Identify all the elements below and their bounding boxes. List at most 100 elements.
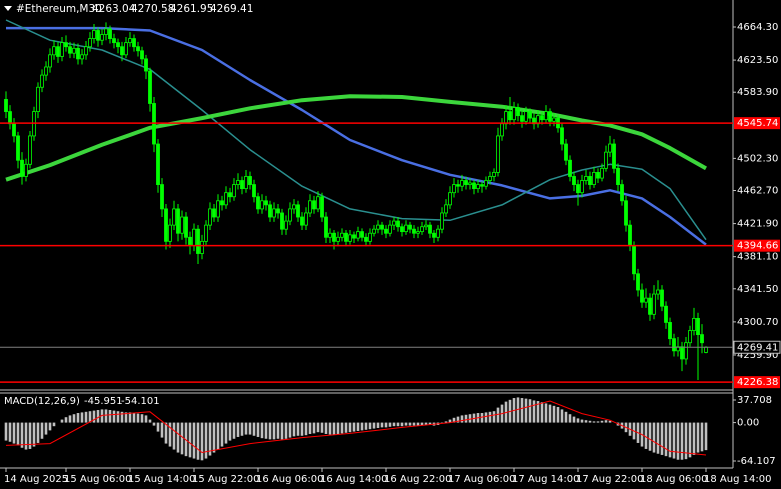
macd-bar (104, 409, 108, 423)
macd-bar (524, 398, 528, 423)
candle-body (76, 47, 80, 60)
macd-bar (8, 422, 12, 442)
candle-body (596, 172, 600, 179)
candle-body (696, 317, 700, 336)
candle-body (388, 224, 392, 234)
macd-bar (260, 422, 264, 439)
close: 4269.41 (210, 3, 253, 15)
candle-body (352, 234, 356, 239)
macd-bar (380, 422, 384, 428)
candle-body (256, 196, 260, 210)
macd-bar (128, 412, 132, 423)
macd-bar (284, 422, 288, 439)
candle-body (592, 172, 596, 185)
macd-bar (76, 413, 80, 423)
candle-body (396, 220, 400, 228)
candle-body (16, 135, 20, 161)
macd-bar (20, 422, 24, 448)
x-tick-label: 16 Aug 14:00 (320, 474, 387, 485)
macd-bar (256, 422, 260, 437)
macd-bar (356, 422, 360, 431)
macd-bar (88, 411, 92, 423)
candle-body (128, 38, 132, 44)
macd-bar (188, 422, 192, 458)
macd-bar (196, 422, 200, 460)
macd-bar (368, 422, 372, 430)
macd-bar (208, 422, 212, 456)
candle-body (184, 216, 188, 238)
candle-body (68, 46, 72, 54)
candle-body (588, 176, 592, 185)
candle-body (156, 143, 160, 185)
candle-body (628, 224, 632, 246)
candle-body (480, 184, 484, 187)
menu-icon[interactable] (4, 6, 12, 11)
x-tick-label: 15 Aug 14:00 (128, 474, 195, 485)
macd-bar (112, 410, 116, 423)
candle-body (108, 28, 112, 40)
candle-body (372, 228, 376, 234)
candle-body (564, 143, 568, 161)
macd-bar (448, 419, 452, 423)
macd-bar (216, 422, 220, 450)
candle-body (28, 135, 32, 165)
macd-bar (660, 422, 664, 455)
macd-bar (480, 413, 484, 423)
macd-bar (348, 422, 352, 433)
macd-bar (176, 422, 180, 453)
candle-body (516, 107, 520, 117)
candle-body (680, 346, 684, 360)
macd-bar (136, 413, 140, 423)
candle-body (356, 231, 360, 239)
candle-body (208, 208, 212, 226)
candle-body (472, 182, 476, 190)
candle-body (132, 38, 136, 48)
macd-bar (404, 422, 408, 426)
candle-body (672, 338, 676, 352)
macd-bar (388, 422, 392, 427)
candle-body (664, 305, 668, 323)
level-label-box (734, 239, 780, 252)
macd-bar (72, 414, 76, 423)
macd-bar (704, 422, 708, 451)
macd-bar (592, 421, 596, 423)
candle-body (640, 289, 644, 303)
macd-bar (292, 422, 296, 437)
macd-bar (684, 422, 688, 460)
candle-body (508, 111, 512, 121)
candle-body (140, 50, 144, 60)
macd-bar (572, 416, 576, 423)
macd-bar (132, 413, 136, 423)
candle-body (44, 66, 48, 76)
macd-bar (204, 422, 208, 459)
macd-bar (296, 422, 300, 436)
candle-body (700, 334, 704, 344)
candle-body (432, 232, 436, 238)
macd-bar (12, 422, 16, 444)
candle-body (340, 232, 344, 238)
macd-bar (232, 422, 236, 439)
candle-body (460, 180, 464, 187)
candle-body (244, 176, 248, 190)
candle-body (20, 159, 24, 177)
candle-body (276, 208, 280, 214)
macd-bar (24, 422, 28, 450)
candle-body (616, 167, 620, 185)
macd-bar (672, 422, 676, 459)
macd-bar (664, 422, 668, 457)
macd-bar (560, 409, 564, 423)
macd-bar (516, 397, 520, 423)
macd-bar (224, 422, 228, 444)
macd-bar (304, 422, 308, 436)
y-tick-label: 4300.70 (737, 317, 778, 328)
candle-body (632, 245, 636, 275)
macd-bar (644, 422, 648, 449)
macd-bar (392, 422, 396, 427)
candle-body (260, 200, 264, 210)
candle-body (660, 289, 664, 307)
moving-average (5, 19, 707, 241)
macd-bar (312, 422, 316, 434)
candle-body (252, 184, 256, 198)
candle-body (300, 216, 304, 226)
macd-bar (352, 422, 356, 432)
